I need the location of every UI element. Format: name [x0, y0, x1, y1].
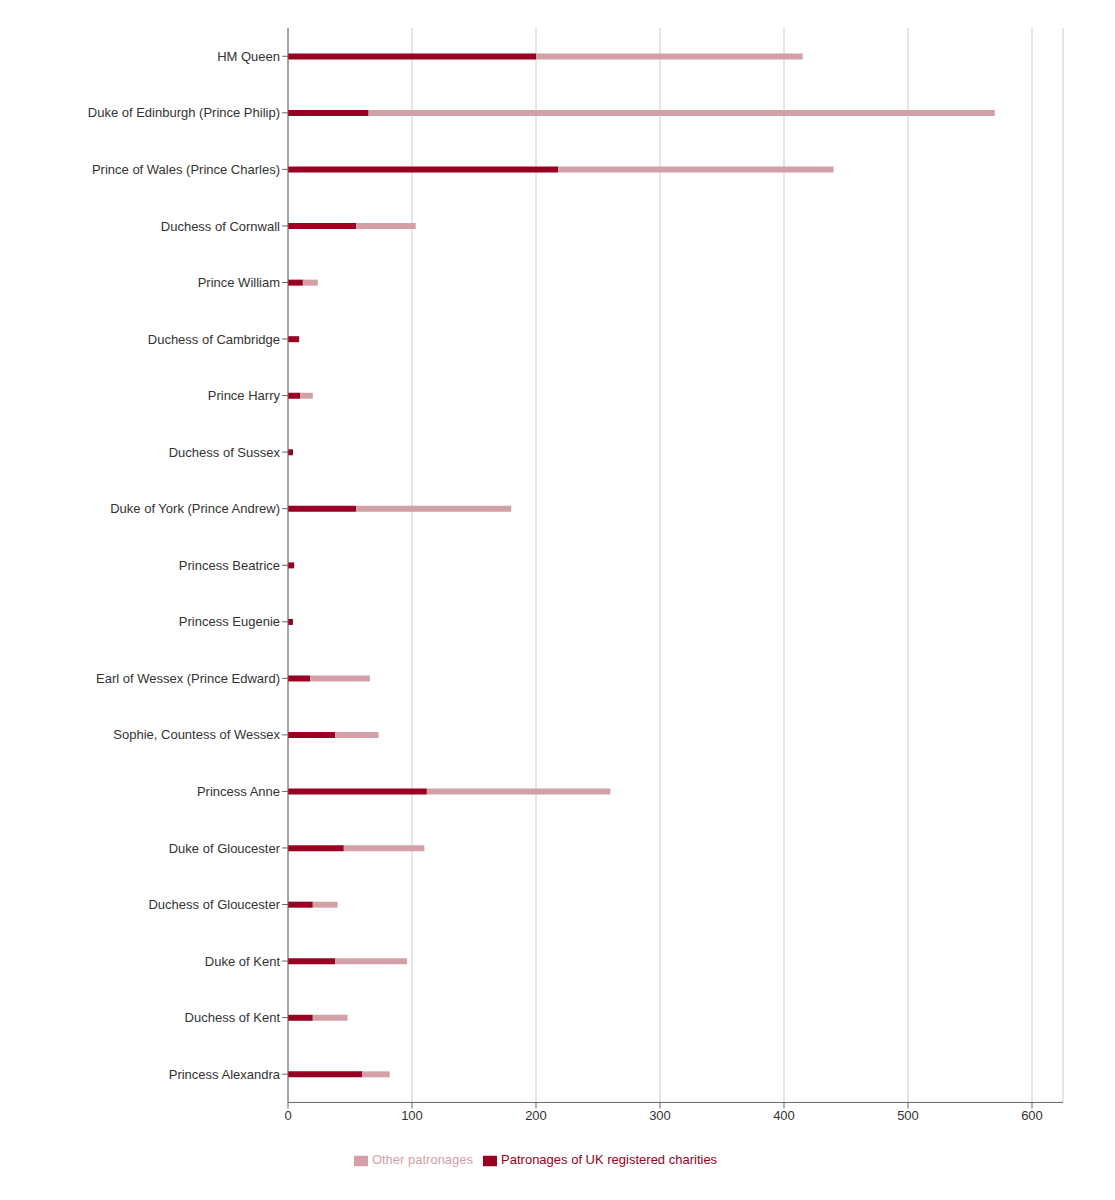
svg-text:Duchess of Cornwall: Duchess of Cornwall — [161, 219, 280, 234]
svg-text:Duchess of Cambridge: Duchess of Cambridge — [148, 332, 280, 347]
svg-text:Sophie, Countess of Wessex: Sophie, Countess of Wessex — [113, 727, 280, 742]
svg-text:500: 500 — [897, 1108, 919, 1123]
svg-text:Duke of Kent: Duke of Kent — [205, 954, 281, 969]
svg-text:HM Queen: HM Queen — [217, 49, 280, 64]
svg-text:Duchess of Kent: Duchess of Kent — [185, 1010, 281, 1025]
svg-text:Princess Eugenie: Princess Eugenie — [179, 614, 280, 629]
svg-text:Earl of Wessex (Prince Edward): Earl of Wessex (Prince Edward) — [96, 671, 280, 686]
svg-text:Duchess of Gloucester: Duchess of Gloucester — [148, 897, 280, 912]
svg-text:400: 400 — [773, 1108, 795, 1123]
svg-text:300: 300 — [649, 1108, 671, 1123]
svg-text:200: 200 — [525, 1108, 547, 1123]
svg-text:Duchess of Sussex: Duchess of Sussex — [169, 445, 281, 460]
svg-text:Princess Anne: Princess Anne — [197, 784, 280, 799]
html-text:Other patronages: Other patronages — [371, 1152, 474, 1168]
svg-text:Princess Beatrice: Princess Beatrice — [179, 558, 280, 573]
svg-text:Duke of York (Prince Andrew): Duke of York (Prince Andrew) — [110, 501, 280, 516]
svg-text:Princess Alexandra: Princess Alexandra — [169, 1067, 281, 1082]
svg-text:Prince Harry: Prince Harry — [208, 388, 281, 403]
svg-text:Duke of Edinburgh (Prince Phil: Duke of Edinburgh (Prince Philip) — [88, 105, 280, 120]
svg-text:100: 100 — [401, 1108, 423, 1123]
svg-text:600: 600 — [1021, 1108, 1043, 1123]
html-text:Patronages of UK registered ch: Patronages of UK registered charities — [501, 1152, 718, 1168]
svg-text:Prince of Wales (Prince Charle: Prince of Wales (Prince Charles) — [92, 162, 280, 177]
svg-text:Duke of Gloucester: Duke of Gloucester — [169, 841, 281, 856]
svg-text:Prince William: Prince William — [198, 275, 280, 290]
svg-text:0: 0 — [284, 1108, 291, 1123]
